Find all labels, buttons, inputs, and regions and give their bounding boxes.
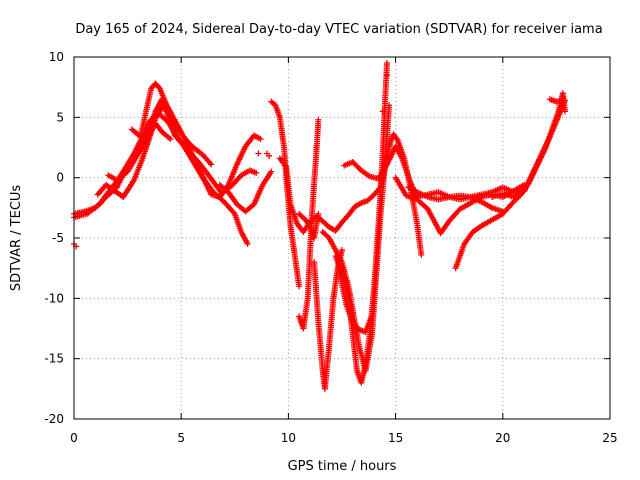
x-axis-label: GPS time / hours (288, 459, 397, 474)
data-point (369, 312, 376, 319)
y-axis-label: SDTVAR / TECUs (9, 185, 24, 292)
data-point (266, 152, 273, 159)
x-tick-label: 5 (177, 431, 185, 445)
data-point (255, 150, 262, 157)
data-layer (71, 60, 568, 392)
data-point (379, 108, 386, 115)
data-point (339, 247, 345, 254)
data-point (313, 144, 320, 151)
tick-layer: 0 5 10 15 20 25 -20 -15 -10 -5 0 5 10 (44, 50, 617, 445)
y-tick-label: 5 (56, 110, 64, 124)
x-tick-label: 20 (495, 431, 510, 445)
data-track-track-20 (546, 96, 566, 105)
y-tick-label: 10 (49, 50, 64, 64)
data-track-track-2 (71, 109, 260, 221)
y-tick-label: -5 (52, 231, 64, 245)
chart-title: Day 165 of 2024, Sidereal Day-to-day VTE… (75, 22, 602, 37)
x-tick-label: 0 (70, 431, 78, 445)
data-point (315, 210, 322, 217)
data-point (244, 241, 251, 248)
x-tick-label: 15 (388, 431, 403, 445)
data-point (296, 283, 303, 290)
data-track-track-5 (128, 80, 264, 200)
x-tick-label: 25 (602, 431, 617, 445)
data-track-track-1 (71, 96, 251, 248)
y-tick-label: -15 (44, 352, 64, 366)
data-track-track-10 (296, 210, 322, 241)
data-point (268, 168, 275, 175)
data-point (384, 72, 391, 79)
data-point (418, 251, 425, 258)
data-track-track-16 (392, 174, 528, 237)
data-track-track-19 (489, 97, 568, 200)
data-point (384, 60, 391, 67)
data-point (167, 136, 174, 143)
y-tick-label: 0 (56, 171, 64, 185)
data-point (315, 116, 322, 123)
data-point (208, 161, 215, 168)
y-tick-label: -20 (44, 412, 64, 426)
data-track-track-6 (216, 168, 275, 215)
x-tick-label: 10 (281, 431, 296, 445)
data-point (559, 97, 566, 104)
grid-layer (74, 57, 610, 419)
data-track-track-8 (276, 131, 425, 258)
data-track-track-7 (268, 98, 303, 290)
data-track-track-4 (105, 120, 174, 184)
y-tick-label: -10 (44, 291, 64, 305)
data-point (257, 136, 264, 143)
data-point (253, 169, 260, 176)
data-track-track-14 (336, 271, 376, 336)
data-point (230, 209, 237, 216)
